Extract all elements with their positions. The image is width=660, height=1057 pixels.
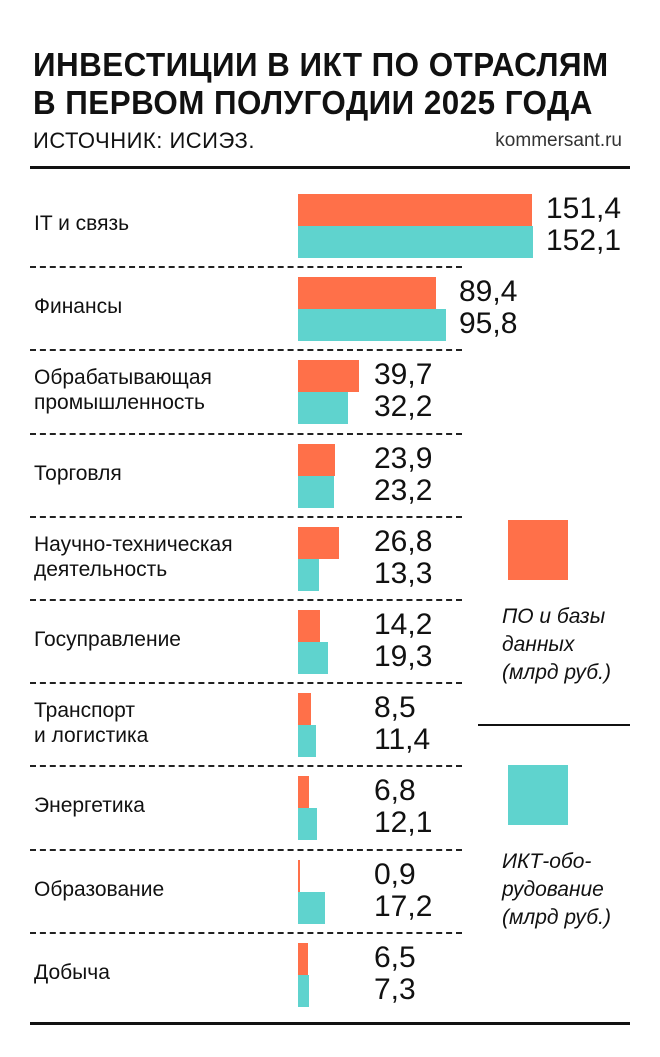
row-divider bbox=[30, 432, 462, 435]
bar-software bbox=[298, 277, 437, 310]
category-label-line: промышленность bbox=[34, 391, 205, 415]
value-label-software: 151,4 bbox=[546, 192, 622, 225]
value-label-hardware: 95,8 bbox=[459, 307, 518, 341]
bar-software bbox=[298, 443, 335, 476]
category-label: Научно-техническая деятельность bbox=[34, 532, 233, 582]
category-label-line: Торговля bbox=[34, 461, 122, 485]
value-label-hardware: 13,3 bbox=[374, 556, 433, 590]
value-label-software: 6,8 bbox=[374, 774, 416, 808]
bar-software bbox=[298, 859, 300, 892]
top-rule bbox=[30, 166, 630, 169]
legend-label-software: ПО и базы данных (млрд руб.) bbox=[502, 603, 652, 687]
bar-hardware bbox=[298, 725, 316, 758]
bar-hardware bbox=[298, 891, 325, 924]
category-label-line: IT и связь bbox=[34, 212, 130, 235]
bar-software bbox=[298, 942, 309, 975]
category-label: IT и связь bbox=[34, 211, 129, 236]
bar-software bbox=[298, 610, 320, 642]
legend-line: рудование bbox=[502, 878, 604, 901]
bar-software bbox=[298, 360, 360, 393]
value-label-hardware: 7,3 bbox=[374, 972, 416, 1006]
legend-label-hardware: ИКТ-обо-рудование (млрд руб.) bbox=[502, 848, 652, 932]
bar-hardware bbox=[298, 392, 348, 425]
value-label-software: 89,4 bbox=[459, 275, 518, 309]
bar-hardware bbox=[298, 309, 446, 342]
legend-line: (млрд руб.) bbox=[502, 906, 611, 929]
bottom-rule bbox=[30, 1022, 630, 1025]
value-label-hardware: 32,2 bbox=[374, 390, 433, 424]
category-label-line: Транспорт bbox=[34, 699, 135, 723]
title-line-2: В ПЕРВОМ ПОЛУГОДИИ 2025 ГОДА bbox=[33, 84, 593, 121]
value-label-software: 23,9 bbox=[374, 441, 433, 475]
row-divider bbox=[30, 515, 462, 518]
title-line-1: ИНВЕСТИЦИИ В ИКТ ПО ОТРАСЛЯМ bbox=[33, 46, 609, 83]
bar-software bbox=[298, 776, 309, 809]
category-label-line: Обрабатывающая bbox=[34, 366, 212, 390]
bar-hardware bbox=[298, 475, 334, 508]
row-divider bbox=[30, 931, 462, 934]
legend-line: ИКТ-обо- bbox=[502, 850, 592, 873]
bar-hardware bbox=[298, 226, 533, 258]
bar-software bbox=[298, 526, 340, 559]
bar-software bbox=[298, 194, 532, 226]
value-label-software: 14,2 bbox=[374, 608, 433, 641]
value-label-software: 0,9 bbox=[374, 857, 416, 891]
chart-title: ИНВЕСТИЦИИ В ИКТ ПО ОТРАСЛЯМ В ПЕРВОМ ПО… bbox=[33, 46, 613, 122]
category-label-line: Научно-техническая bbox=[34, 532, 233, 556]
category-label: Добыча bbox=[34, 960, 110, 985]
bar-hardware bbox=[298, 642, 328, 674]
category-label: Образование bbox=[34, 877, 164, 902]
category-label: Обрабатывающая промышленность bbox=[34, 365, 212, 415]
category-label: Финансы bbox=[34, 294, 122, 319]
category-label-line: Финансы bbox=[34, 295, 123, 319]
site-label: kommersant.ru bbox=[495, 130, 622, 151]
row-divider bbox=[30, 599, 462, 601]
legend-line: данных bbox=[502, 633, 575, 656]
value-label-software: 8,5 bbox=[374, 691, 416, 725]
category-label-line: Энергетика bbox=[34, 794, 145, 818]
value-label-software: 6,5 bbox=[374, 940, 416, 974]
category-label: Торговля bbox=[34, 461, 122, 486]
row-divider bbox=[30, 266, 462, 269]
value-label-software: 26,8 bbox=[374, 524, 433, 558]
bar-hardware bbox=[298, 808, 317, 841]
legend-line: ПО и базы bbox=[502, 605, 606, 628]
legend-divider bbox=[478, 724, 630, 726]
category-label-line: деятельность bbox=[34, 557, 168, 581]
row-divider bbox=[30, 848, 462, 851]
bar-software bbox=[298, 693, 312, 726]
legend-swatch-software bbox=[508, 520, 568, 580]
category-label: Транспорт и логистика bbox=[34, 698, 148, 748]
bar-hardware bbox=[298, 558, 319, 591]
value-label-hardware: 19,3 bbox=[374, 640, 433, 673]
bar-hardware bbox=[298, 974, 310, 1007]
category-label-line: Добыча bbox=[34, 960, 110, 984]
value-label-hardware: 17,2 bbox=[374, 889, 433, 923]
value-label-hardware: 152,1 bbox=[546, 224, 622, 257]
row-divider bbox=[30, 349, 462, 352]
value-label-software: 39,7 bbox=[374, 358, 433, 392]
category-label: Энергетика bbox=[34, 793, 145, 818]
value-label-hardware: 12,1 bbox=[374, 806, 433, 840]
value-label-hardware: 23,2 bbox=[374, 473, 433, 507]
source-label: ИСТОЧНИК: ИСИЭЗ. bbox=[33, 128, 255, 153]
category-label: Госуправление bbox=[34, 627, 181, 652]
legend-line: (млрд руб.) bbox=[502, 661, 611, 684]
row-divider bbox=[30, 682, 462, 685]
category-label-line: Госуправление bbox=[34, 628, 181, 651]
row-divider bbox=[30, 765, 462, 768]
legend-swatch-hardware bbox=[508, 765, 568, 825]
value-label-hardware: 11,4 bbox=[374, 723, 431, 757]
category-label-line: Образование bbox=[34, 877, 165, 901]
category-label-line: и логистика bbox=[34, 724, 149, 748]
